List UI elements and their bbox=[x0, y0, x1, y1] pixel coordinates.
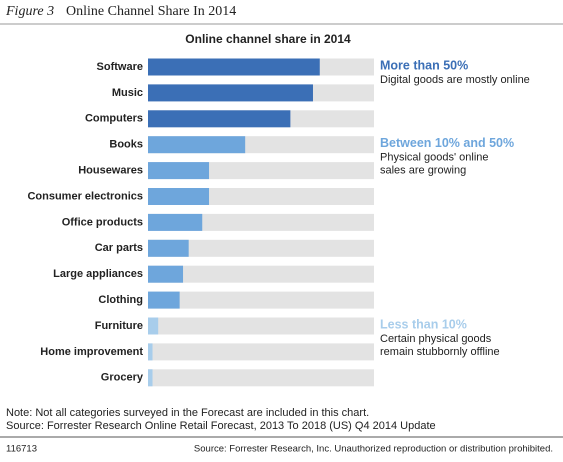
bar-track bbox=[148, 213, 374, 231]
bar bbox=[148, 213, 203, 231]
bar bbox=[148, 239, 189, 257]
bar bbox=[148, 317, 159, 335]
bar-track bbox=[148, 369, 374, 387]
annotation-text: Digital goods are mostly online bbox=[380, 74, 530, 86]
bar-track bbox=[148, 317, 374, 335]
bar-track bbox=[148, 265, 374, 283]
annotation-text: Physical goods' online bbox=[380, 152, 489, 164]
bar-track bbox=[148, 343, 374, 361]
bar bbox=[148, 84, 313, 102]
annotation-heading: Less than 10% bbox=[380, 317, 467, 331]
category-label: Large appliances bbox=[53, 268, 143, 280]
annotation-text: Certain physical goods bbox=[380, 333, 492, 345]
bar bbox=[148, 343, 153, 361]
page-title: Online Channel Share In 2014 bbox=[66, 4, 236, 19]
category-label: Home improvement bbox=[40, 346, 143, 358]
bar-track bbox=[148, 291, 374, 309]
category-label: Housewares bbox=[78, 165, 143, 177]
bar bbox=[148, 369, 153, 387]
category-label: Books bbox=[109, 139, 143, 151]
annotation-heading: Between 10% and 50% bbox=[380, 136, 514, 150]
note: Source: Forrester Research Online Retail… bbox=[6, 420, 436, 432]
bar bbox=[148, 188, 210, 205]
bar bbox=[148, 265, 184, 283]
bar bbox=[148, 162, 210, 180]
category-label: Music bbox=[112, 87, 143, 99]
category-label: Furniture bbox=[95, 320, 143, 332]
category-label: Car parts bbox=[95, 242, 143, 254]
bar bbox=[148, 110, 291, 128]
category-label: Office products bbox=[62, 216, 143, 228]
annotation-text: sales are growing bbox=[380, 165, 466, 177]
bar-track bbox=[148, 239, 374, 257]
footer-source: Source: Forrester Research, Inc. Unautho… bbox=[194, 444, 553, 455]
category-label: Clothing bbox=[98, 294, 143, 306]
bar bbox=[148, 58, 320, 76]
annotation-text: remain stubbornly offline bbox=[380, 346, 500, 358]
category-label: Software bbox=[97, 61, 143, 73]
category-label: Consumer electronics bbox=[27, 190, 143, 202]
bar bbox=[148, 136, 246, 154]
figure-label: Figure 3 bbox=[5, 4, 54, 19]
bar bbox=[148, 291, 180, 309]
category-label: Grocery bbox=[101, 372, 144, 384]
footer-id: 116713 bbox=[6, 444, 37, 455]
category-label: Computers bbox=[85, 113, 143, 125]
annotation-heading: More than 50% bbox=[380, 58, 468, 72]
note: Note: Not all categories surveyed in the… bbox=[6, 407, 369, 419]
chart-title: Online channel share in 2014 bbox=[185, 32, 351, 46]
